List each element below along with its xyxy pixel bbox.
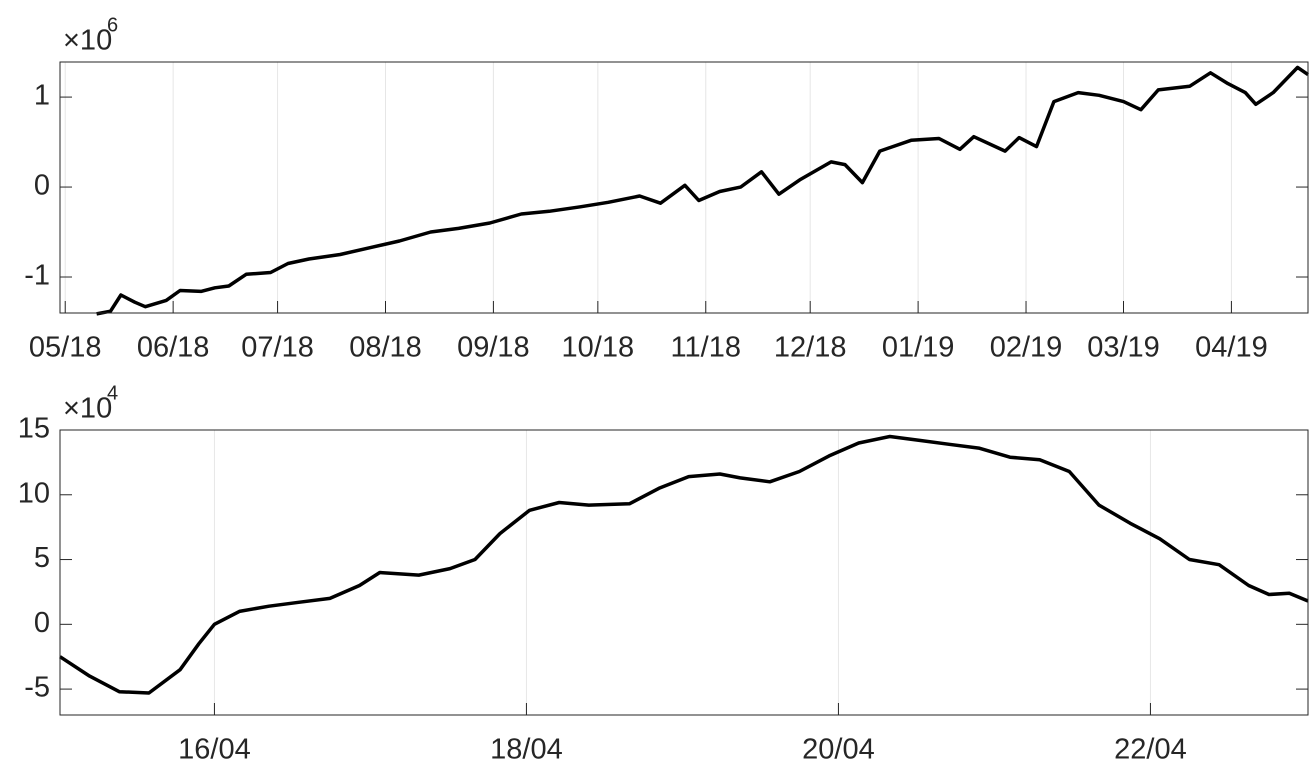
x-tick-label: 08/18: [349, 332, 422, 364]
x-tick-label: 07/18: [241, 332, 314, 364]
x-tick-label: 05/18: [29, 332, 102, 364]
x-tick-label: 09/18: [457, 332, 530, 364]
axis-exponent-power: 4: [107, 382, 118, 404]
data-line: [59, 434, 1309, 695]
x-tick-label: 16/04: [178, 734, 251, 764]
y-tick-label: 15: [18, 413, 50, 445]
axes-box: [59, 61, 1309, 314]
x-tick-label: 02/19: [990, 332, 1063, 364]
axis-exponent-power: 6: [107, 14, 118, 36]
x-tick-label: 03/19: [1087, 332, 1160, 364]
axis-exponent: ×10: [63, 25, 112, 57]
x-tick-label: 18/04: [490, 734, 563, 764]
x-tick-label: 04/19: [1195, 332, 1268, 364]
y-tick-label: 1: [34, 80, 50, 112]
y-tick-label: -5: [24, 672, 50, 704]
y-tick-label: 0: [34, 170, 50, 202]
y-tick-label: -1: [24, 260, 50, 292]
x-tick-label: 20/04: [802, 734, 875, 764]
x-tick-label: 11/18: [671, 332, 741, 364]
x-tick-label: 06/18: [137, 332, 210, 364]
data-line: [96, 65, 1309, 316]
x-tick-label: 22/04: [1114, 734, 1187, 764]
y-tick-label: 10: [18, 477, 50, 509]
y-tick-label: 0: [34, 607, 50, 639]
x-tick-label: 10/18: [562, 332, 635, 364]
x-tick-label: 01/19: [882, 332, 955, 364]
y-tick-label: 5: [34, 542, 50, 574]
axis-exponent: ×10: [63, 393, 112, 425]
axes-box: [59, 429, 1309, 716]
plot-area: [60, 430, 1308, 715]
x-tick-label: 12/18: [774, 332, 847, 364]
